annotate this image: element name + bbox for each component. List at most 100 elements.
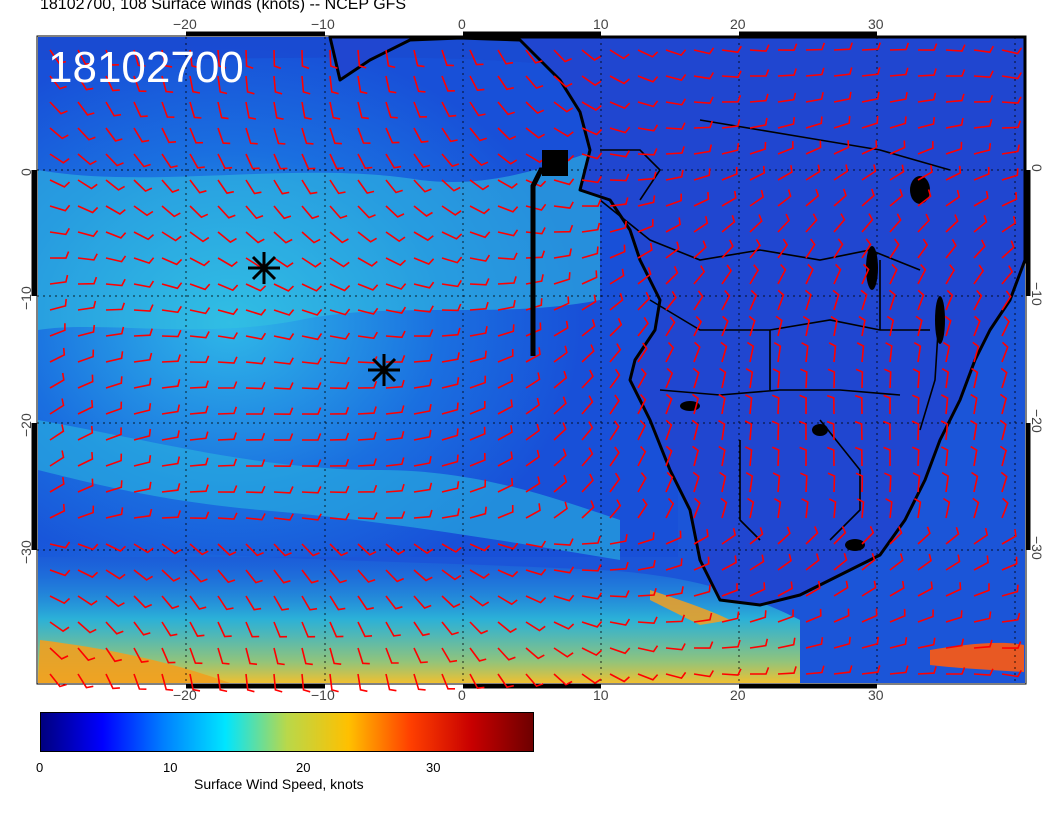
wind-barb xyxy=(49,101,68,115)
wind-barb xyxy=(497,101,515,116)
wind-barb xyxy=(861,91,880,103)
wind-barb xyxy=(161,483,181,493)
wind-barb xyxy=(665,419,673,441)
wind-barb xyxy=(833,213,846,233)
wind-barb xyxy=(189,621,205,637)
wind-barb xyxy=(49,424,65,441)
wind-barb xyxy=(49,647,69,660)
wind-barb xyxy=(77,452,94,467)
wind-barb xyxy=(1001,497,1009,519)
wind-barb xyxy=(469,401,486,415)
wind-barb xyxy=(581,620,603,628)
wind-barb xyxy=(889,553,904,571)
wind-barb xyxy=(553,127,574,138)
wind-barb xyxy=(917,117,936,129)
wind-barb xyxy=(245,308,267,316)
wind-barb xyxy=(133,205,154,217)
wind-barb xyxy=(940,420,949,441)
wind-barb xyxy=(133,455,152,467)
lat-tick-label: −10 xyxy=(1029,282,1045,306)
wind-barb xyxy=(833,636,851,649)
wind-barb xyxy=(721,190,737,207)
wind-barb xyxy=(889,188,904,207)
wind-barb xyxy=(357,621,373,638)
wind-barb xyxy=(826,446,835,467)
wind-barb xyxy=(497,399,513,415)
wind-barb xyxy=(973,639,993,649)
wind-barb xyxy=(609,244,626,259)
lon-tick-label: 30 xyxy=(868,16,884,32)
wind-barb xyxy=(497,153,518,165)
wind-barb xyxy=(329,101,341,120)
wind-barb xyxy=(860,289,868,311)
wind-barb xyxy=(217,621,232,638)
wind-barb xyxy=(301,332,323,341)
wind-barb xyxy=(581,175,602,184)
wind-barb xyxy=(217,308,239,316)
wind-barb xyxy=(497,75,514,91)
wind-barb xyxy=(469,673,485,690)
wind-barb xyxy=(665,290,677,311)
wind-barb xyxy=(497,49,514,65)
wind-barb xyxy=(883,368,892,389)
wind-barb xyxy=(805,116,823,129)
wind-barb xyxy=(945,165,962,181)
wind-barb xyxy=(581,500,595,519)
wind-barb xyxy=(301,283,323,292)
wind-barb xyxy=(693,497,701,519)
wind-barb xyxy=(777,609,794,623)
wind-barb xyxy=(105,278,126,287)
wind-barb xyxy=(917,263,927,285)
wind-barb xyxy=(245,381,266,390)
wind-barb xyxy=(745,368,754,389)
wind-barb xyxy=(105,595,125,608)
wind-barb xyxy=(665,98,687,106)
wind-barb xyxy=(189,331,210,339)
wind-barb xyxy=(329,356,350,365)
wind-barb xyxy=(665,671,687,680)
wind-barb xyxy=(581,395,594,415)
wind-barb xyxy=(301,49,310,70)
wind-barb xyxy=(441,279,462,288)
wind-barb xyxy=(357,356,378,364)
wind-barb xyxy=(133,543,154,554)
wind-barb xyxy=(301,357,322,365)
wind-barb xyxy=(413,378,433,389)
wind-barb xyxy=(856,342,865,363)
wind-barb xyxy=(665,193,682,207)
wind-barb xyxy=(77,324,96,337)
wind-barb xyxy=(329,127,342,145)
wind-barb xyxy=(805,580,821,597)
wind-barb xyxy=(301,569,319,584)
wind-barb xyxy=(525,503,541,519)
wind-barb xyxy=(945,93,965,103)
wind-barb xyxy=(973,264,985,285)
wind-barb xyxy=(49,621,70,633)
wind-barb xyxy=(217,647,230,665)
wind-barb xyxy=(777,117,796,129)
wind-barb xyxy=(771,446,780,467)
wind-barb xyxy=(161,49,173,68)
wind-barb xyxy=(772,368,781,389)
wind-barb xyxy=(245,127,258,145)
wind-barb xyxy=(105,326,125,337)
wind-barb xyxy=(833,238,844,259)
wind-barb xyxy=(105,507,124,519)
wind-barb xyxy=(385,673,397,692)
wind-barb xyxy=(469,101,486,117)
wind-barb xyxy=(772,472,781,493)
wind-barb xyxy=(721,142,740,155)
wind-barb xyxy=(189,405,209,415)
wind-barb xyxy=(385,569,405,583)
wind-barb xyxy=(525,101,545,115)
wind-barb xyxy=(497,504,514,519)
wind-barb xyxy=(942,497,951,519)
wind-barb xyxy=(973,166,990,181)
wind-barb xyxy=(189,484,209,493)
wind-barb xyxy=(217,543,237,556)
wind-barb xyxy=(469,179,490,191)
wind-barb xyxy=(161,153,178,169)
wind-barb xyxy=(301,205,320,220)
wind-barb xyxy=(329,153,344,170)
wind-barb xyxy=(245,101,257,120)
